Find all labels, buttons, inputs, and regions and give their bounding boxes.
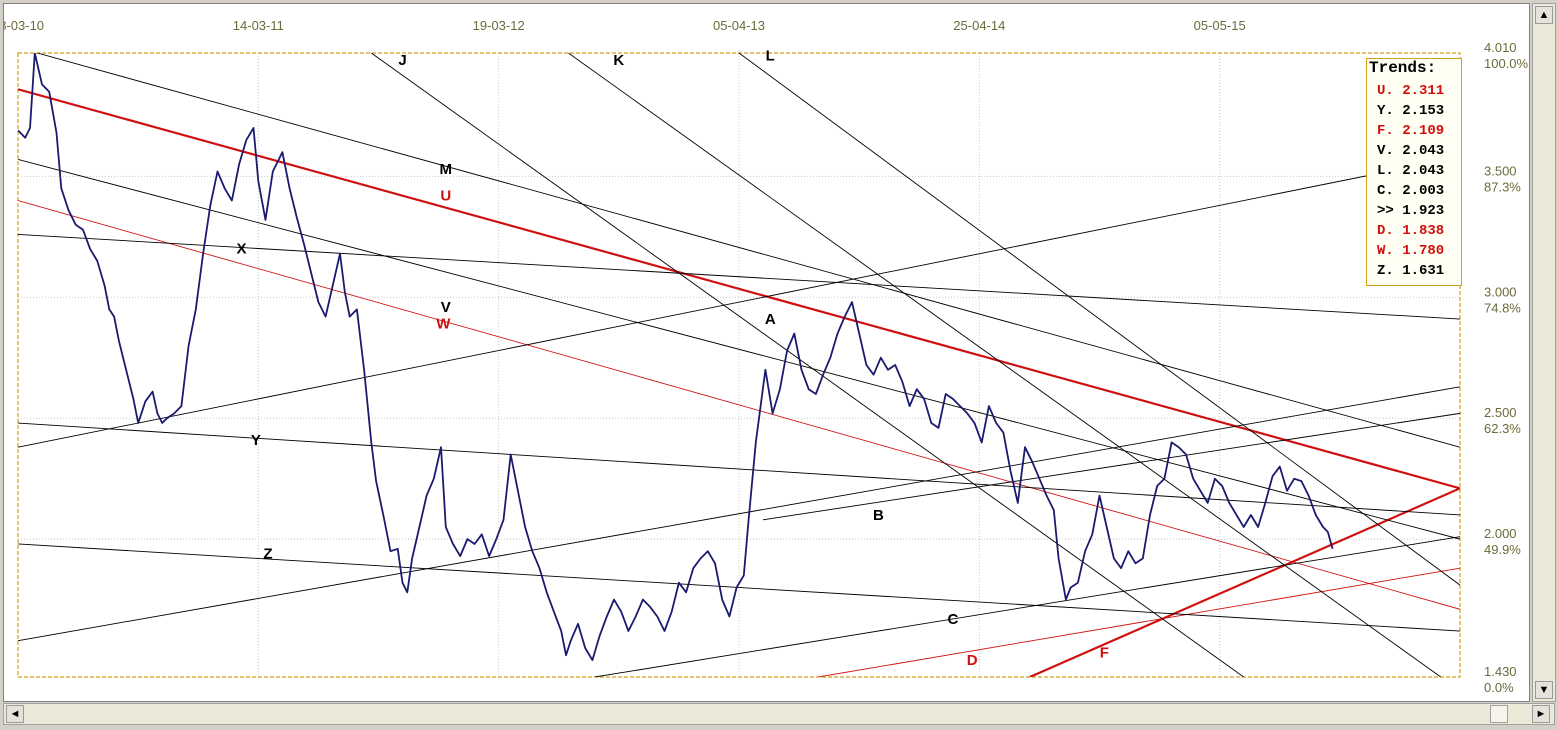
legend-row: C. 2.003 [1377,183,1445,199]
x-tick-label: 14-03-11 [233,18,284,33]
trend-line-y [18,422,1460,516]
trend-line-m [37,53,1460,448]
trend-line-l [738,53,1460,586]
x-tick-label: 25-04-14 [953,18,1005,33]
legend-row: W. 1.780 [1377,243,1445,259]
trend-label-y: Y [251,432,261,449]
y-tick-label: 4.010 [1484,40,1517,55]
trends-legend: Trends: U. 2.311 Y. 2.153 F. 2.109 V. 2.043… [1366,58,1462,286]
trend-line-d [818,567,1460,677]
trend-line-k [568,53,1442,677]
trend-line-u [18,88,1460,490]
trend-line-b [762,412,1460,521]
trend-line-a [18,156,1460,448]
y-tick-label: 3.000 [1484,284,1517,299]
y-tick-pct-label: 62.3% [1484,421,1521,436]
legend-row: D. 1.838 [1377,223,1445,239]
trend-label-u: U [440,188,451,205]
trend-line-c [594,536,1460,677]
vertical-scrollbar[interactable]: ▲ ▼ [1532,3,1556,702]
scroll-right-button[interactable]: ► [1532,705,1550,723]
legend-row: U. 2.311 [1377,83,1445,99]
trend-label-w: W [436,316,451,333]
trend-line-z [18,543,1460,632]
legend-row: V. 2.043 [1377,143,1445,159]
trend-label-l: L [766,47,775,64]
trend-label-v: V [441,299,451,316]
y-tick-pct-label: 87.3% [1484,179,1521,194]
trend-line-w [18,200,1460,610]
scroll-up-button[interactable]: ▲ [1535,6,1553,24]
scroll-left-button[interactable]: ◄ [6,705,24,723]
y-tick-label: 2.000 [1484,526,1517,541]
legend-title: Trends: [1369,59,1437,77]
horizontal-scrollbar[interactable]: ◄ ► [3,703,1555,725]
legend-row: F. 2.109 [1377,123,1445,139]
y-tick-pct-label: 74.8% [1484,300,1521,315]
trend-line-f [1029,487,1460,677]
legend-row: >> 1.923 [1377,203,1445,219]
y-tick-pct-label: 100.0% [1484,56,1529,71]
trend-line-v [18,158,1460,540]
scroll-down-button[interactable]: ▼ [1535,681,1553,699]
plot-layer [18,53,1460,677]
trend-label-k: K [613,52,624,69]
y-tick-label: 1.430 [1484,664,1517,679]
trend-label-c: C [947,611,958,628]
y-tick-pct-label: 49.9% [1484,542,1521,557]
price-series-line [18,53,1334,661]
trend-label-z: Z [263,545,272,562]
y-tick-label: 2.500 [1484,405,1517,420]
trend-label-j: J [398,52,406,69]
trend-label-m: M [440,161,453,178]
trend-label-a: A [765,311,776,328]
trend-line-j [371,53,1244,677]
chart-area: 08-03-10 14-03-11 19-03-12 05-04-13 25-04-14… [3,3,1530,702]
y-tick-pct-label: 0.0% [1484,680,1514,695]
trend-label-b: B [873,507,884,524]
x-tick-label: 05-04-13 [713,18,765,33]
x-tick-label: 05-05-15 [1194,18,1246,33]
legend-row: Z. 1.631 [1377,263,1445,279]
y-tick-label: 3.500 [1484,163,1517,178]
trend-line [18,386,1460,642]
trend-label-x: X [237,241,247,258]
legend-row: Y. 2.153 [1377,103,1445,119]
trend-label-d: D [967,652,978,669]
x-tick-label: 19-03-12 [473,18,525,33]
x-tick-label: 08-03-10 [4,18,44,33]
trend-label-f: F [1100,645,1109,662]
scroll-thumb[interactable] [1490,705,1508,723]
trend-line-x [18,233,1460,320]
legend-row: L. 2.043 [1377,163,1445,179]
price-chart: 08-03-10 14-03-11 19-03-12 05-04-13 25-04-14… [4,18,1529,695]
